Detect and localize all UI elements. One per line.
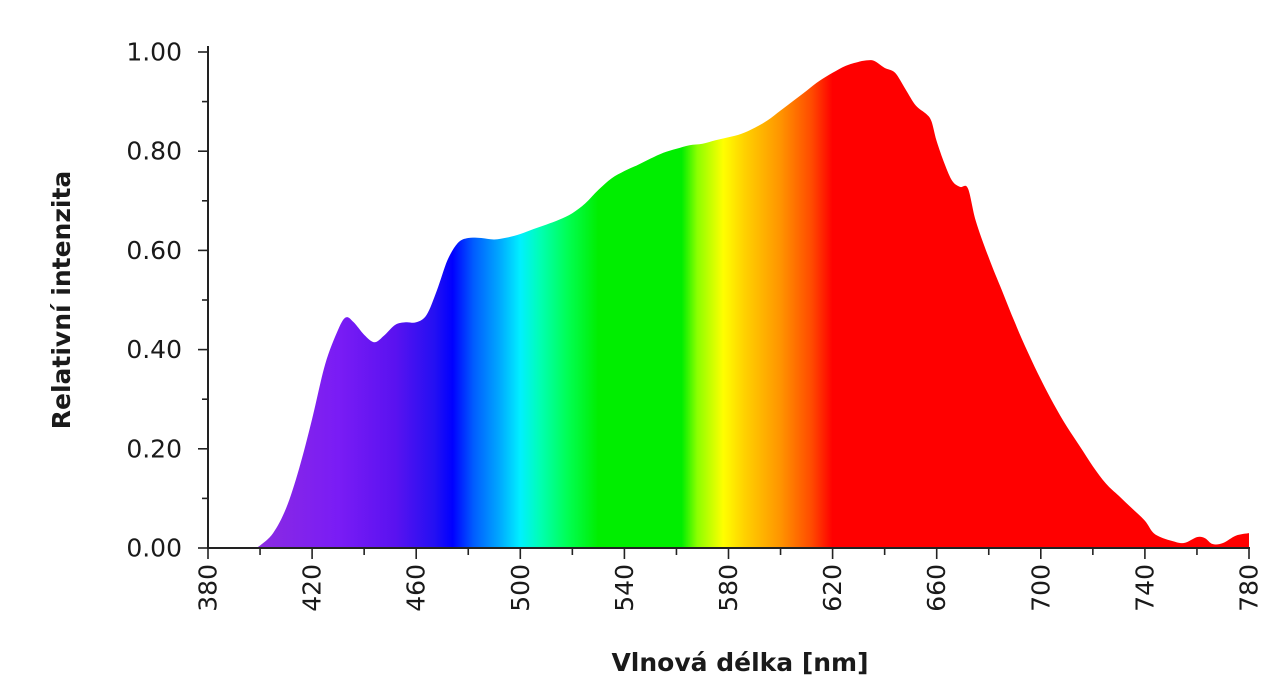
- y-tick-label: 1.00: [126, 38, 182, 67]
- x-tick-label: 620: [818, 564, 847, 612]
- x-tick-label: 380: [194, 564, 223, 612]
- y-tick-label: 0.20: [126, 434, 182, 463]
- spectrum-area: [254, 60, 1250, 548]
- x-tick-label: 420: [298, 564, 327, 612]
- x-axis-ticks: 380 420 460 500 540 580 620 660 700 740 780: [194, 548, 1264, 612]
- y-axis-ticks: 0.00 0.20 0.40 0.60 0.80 1.00: [126, 38, 208, 563]
- x-tick-label: 540: [610, 564, 639, 612]
- x-tick-label: 740: [1130, 564, 1159, 612]
- y-tick-label: 0.00: [126, 534, 182, 563]
- x-tick-label: 660: [922, 564, 951, 612]
- x-tick-label: 500: [506, 564, 535, 612]
- x-tick-label: 700: [1026, 564, 1055, 612]
- y-tick-label: 0.60: [126, 236, 182, 265]
- y-axis-title: Relativní intenzita: [47, 171, 76, 430]
- y-tick-label: 0.40: [126, 335, 182, 364]
- x-tick-label: 780: [1235, 564, 1264, 612]
- x-tick-label: 460: [402, 564, 431, 612]
- x-axis-title: Vlnová délka [nm]: [611, 648, 868, 677]
- x-tick-label: 580: [714, 564, 743, 612]
- y-tick-label: 0.80: [126, 137, 182, 166]
